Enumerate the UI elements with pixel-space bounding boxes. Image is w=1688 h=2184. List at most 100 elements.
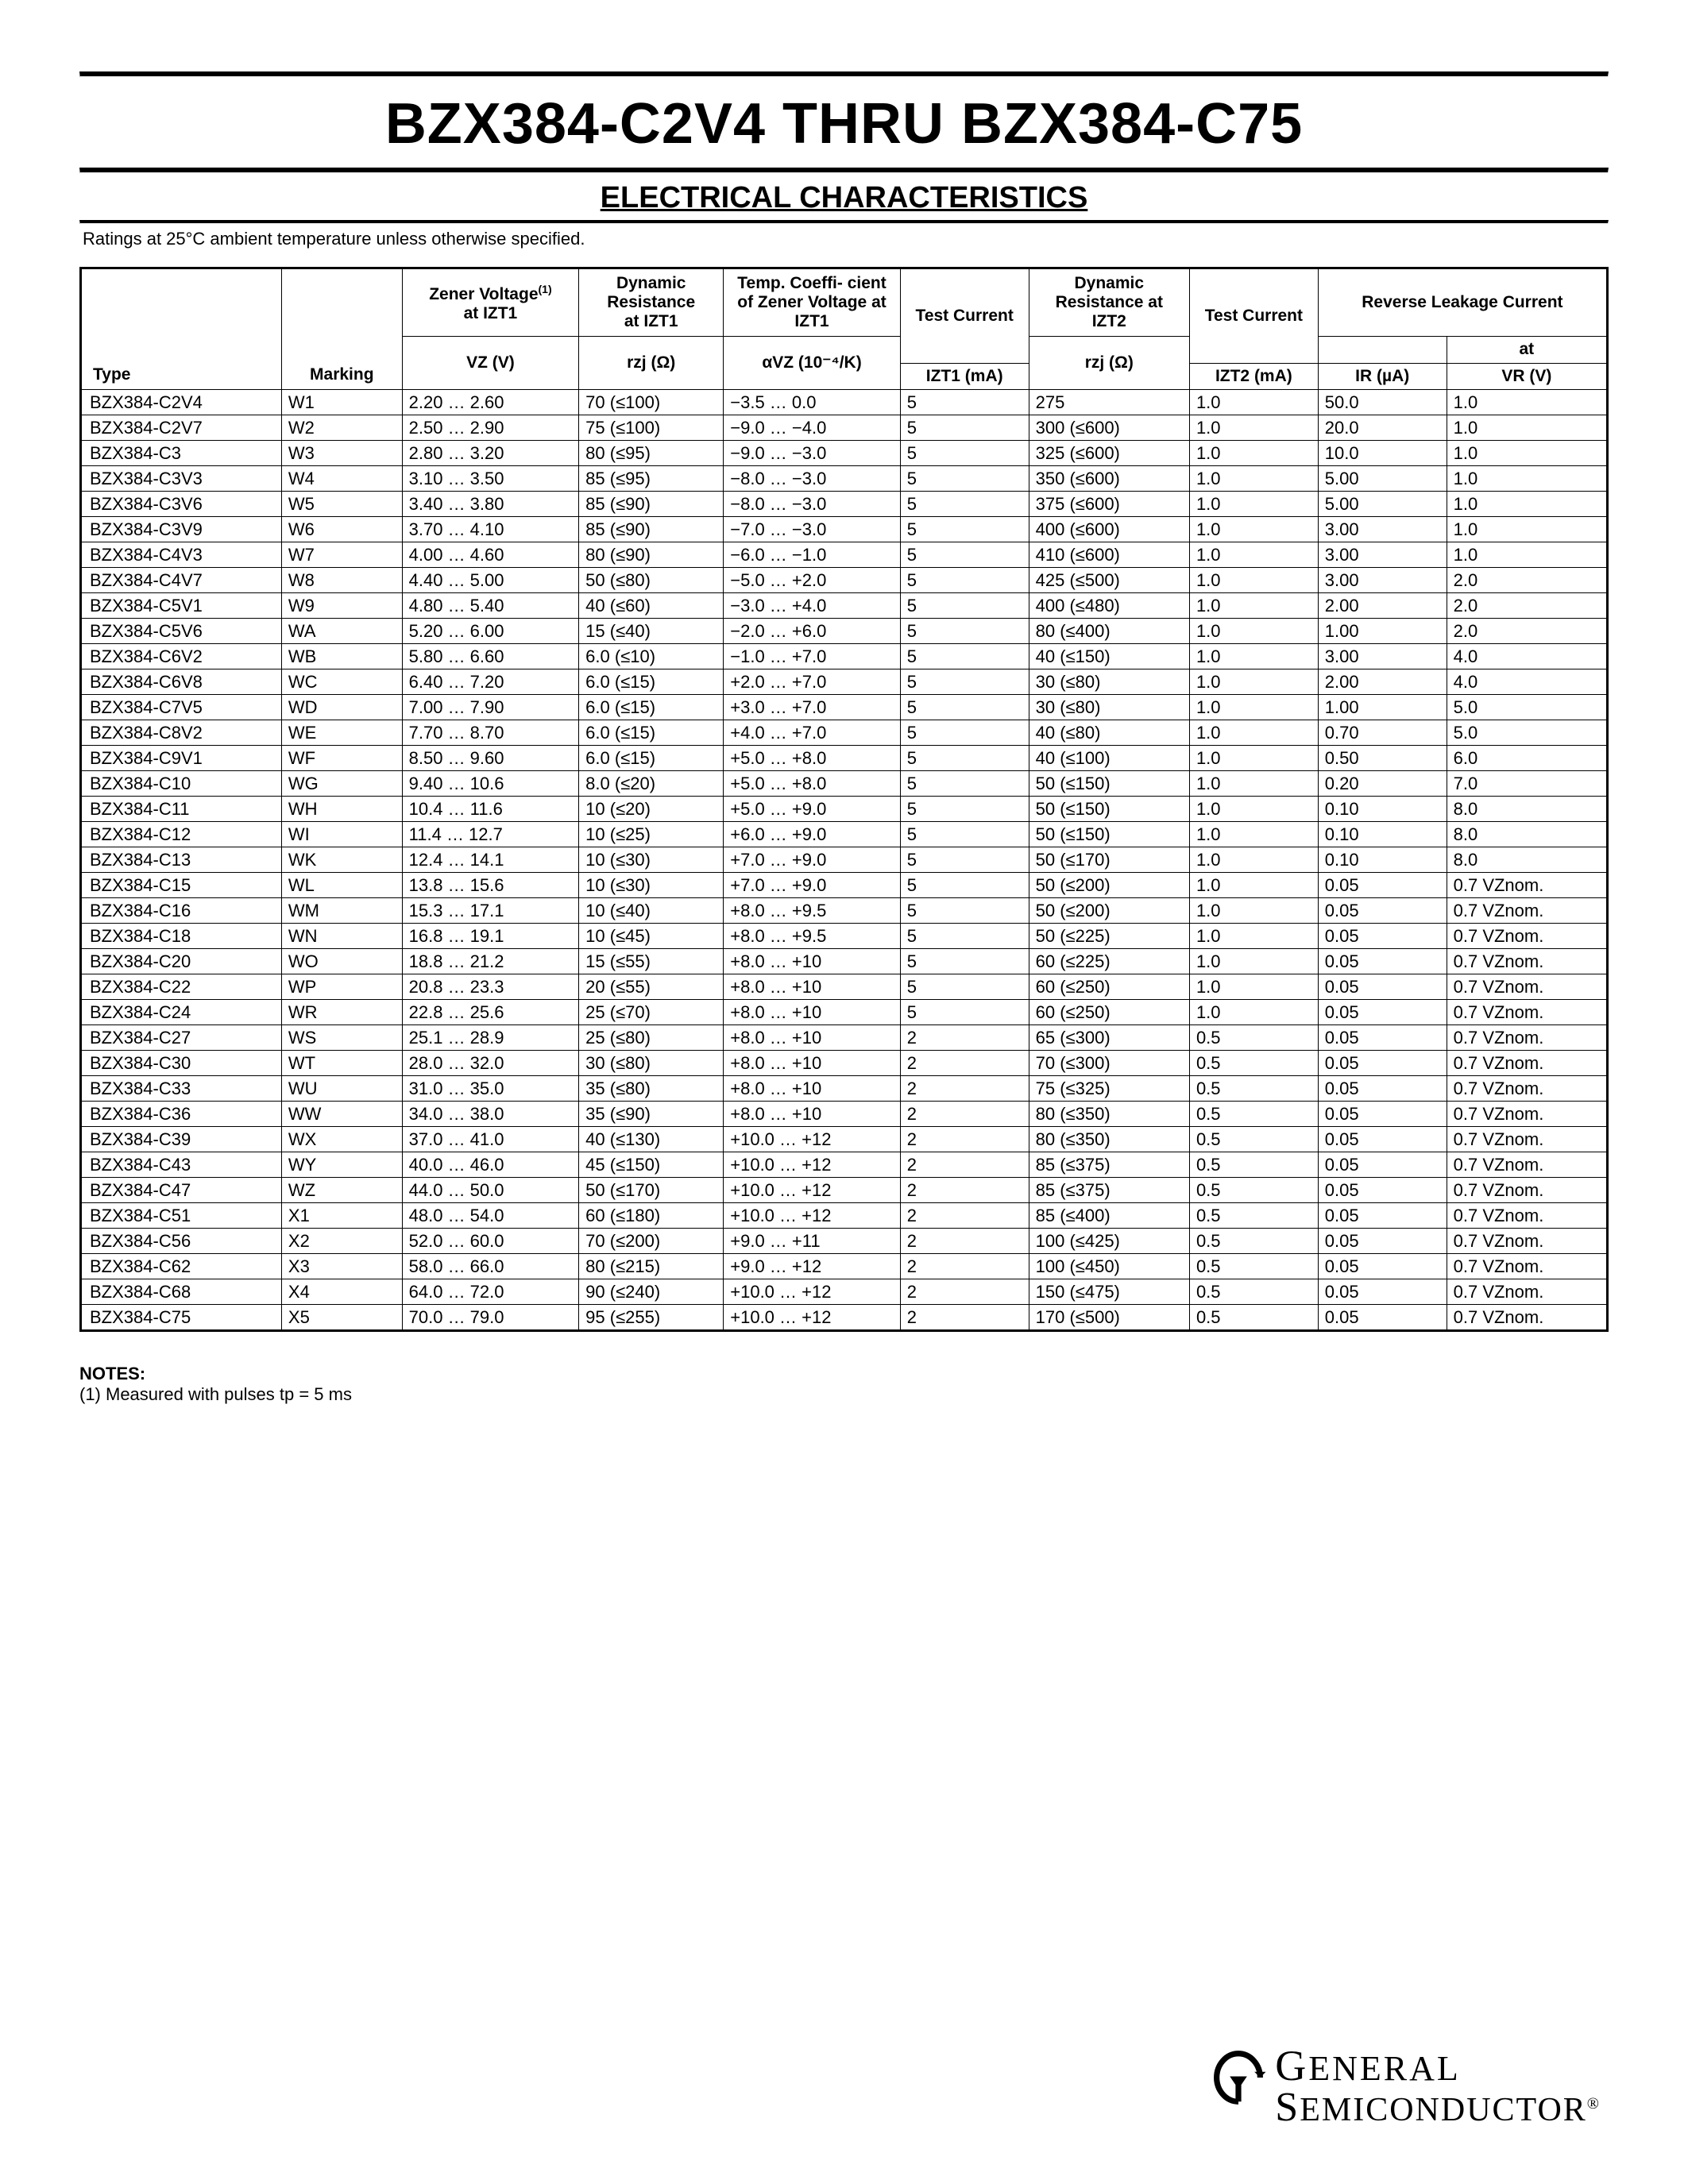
table-cell: 50 (≤200) <box>1029 872 1189 897</box>
table-cell: 0.7 VZnom. <box>1447 1304 1607 1330</box>
table-cell: 4.00 … 4.60 <box>402 542 579 567</box>
table-row: BZX384-C51X148.0 … 54.060 (≤180)+10.0 … … <box>81 1202 1608 1228</box>
table-cell: 1.0 <box>1447 465 1607 491</box>
table-cell: +5.0 … +9.0 <box>724 796 901 821</box>
table-cell: BZX384-C4V7 <box>81 567 282 592</box>
table-cell: 100 (≤450) <box>1029 1253 1189 1279</box>
table-cell: W3 <box>281 440 402 465</box>
table-cell: 2.0 <box>1447 592 1607 618</box>
table-cell: −6.0 … −1.0 <box>724 542 901 567</box>
table-cell: 3.10 … 3.50 <box>402 465 579 491</box>
table-cell: 2 <box>900 1075 1029 1101</box>
table-cell: 5.0 <box>1447 720 1607 745</box>
table-row: BZX384-C24WR22.8 … 25.625 (≤70)+8.0 … +1… <box>81 999 1608 1024</box>
table-cell: 5 <box>900 643 1029 669</box>
table-cell: 1.0 <box>1189 720 1318 745</box>
table-cell: BZX384-C6V8 <box>81 669 282 694</box>
table-cell: BZX384-C75 <box>81 1304 282 1330</box>
table-cell: 50 (≤150) <box>1029 796 1189 821</box>
table-cell: WM <box>281 897 402 923</box>
col-rlc-at: at <box>1447 337 1607 363</box>
table-cell: 1.00 <box>1318 694 1447 720</box>
table-cell: +8.0 … +10 <box>724 1101 901 1126</box>
table-cell: 0.7 VZnom. <box>1447 1253 1607 1279</box>
table-cell: 35 (≤80) <box>579 1075 724 1101</box>
table-cell: 0.5 <box>1189 1177 1318 1202</box>
table-cell: 1.0 <box>1447 389 1607 415</box>
table-cell: 275 <box>1029 389 1189 415</box>
table-cell: 10 (≤45) <box>579 923 724 948</box>
table-cell: 3.00 <box>1318 542 1447 567</box>
table-cell: 37.0 … 41.0 <box>402 1126 579 1152</box>
table-cell: −5.0 … +2.0 <box>724 567 901 592</box>
table-cell: 75 (≤325) <box>1029 1075 1189 1101</box>
table-cell: W9 <box>281 592 402 618</box>
table-cell: +8.0 … +9.5 <box>724 897 901 923</box>
table-cell: 5 <box>900 796 1029 821</box>
table-cell: 5 <box>900 897 1029 923</box>
table-cell: 30 (≤80) <box>1029 694 1189 720</box>
table-cell: 3.40 … 3.80 <box>402 491 579 516</box>
table-cell: 0.05 <box>1318 974 1447 999</box>
table-row: BZX384-C3W32.80 … 3.2080 (≤95)−9.0 … −3.… <box>81 440 1608 465</box>
col-avz-top: Temp. Coeffi- cient of Zener Voltage atI… <box>724 268 901 337</box>
title-rule-top <box>79 71 1609 77</box>
table-cell: 95 (≤255) <box>579 1304 724 1330</box>
table-cell: 0.05 <box>1318 999 1447 1024</box>
table-cell: 13.8 … 15.6 <box>402 872 579 897</box>
table-cell: 0.05 <box>1318 1075 1447 1101</box>
table-cell: BZX384-C62 <box>81 1253 282 1279</box>
table-cell: BZX384-C18 <box>81 923 282 948</box>
table-cell: 2 <box>900 1279 1029 1304</box>
table-cell: WD <box>281 694 402 720</box>
table-cell: WH <box>281 796 402 821</box>
table-row: BZX384-C4V3W74.00 … 4.6080 (≤90)−6.0 … −… <box>81 542 1608 567</box>
table-cell: +8.0 … +10 <box>724 948 901 974</box>
table-cell: BZX384-C68 <box>81 1279 282 1304</box>
table-cell: 0.7 VZnom. <box>1447 1050 1607 1075</box>
table-cell: BZX384-C13 <box>81 847 282 872</box>
table-cell: WY <box>281 1152 402 1177</box>
table-row: BZX384-C30WT28.0 … 32.030 (≤80)+8.0 … +1… <box>81 1050 1608 1075</box>
table-cell: WX <box>281 1126 402 1152</box>
table-cell: WE <box>281 720 402 745</box>
table-cell: 60 (≤250) <box>1029 974 1189 999</box>
table-cell: 0.10 <box>1318 847 1447 872</box>
table-cell: 0.20 <box>1318 770 1447 796</box>
table-cell: 410 (≤600) <box>1029 542 1189 567</box>
table-cell: 2.0 <box>1447 567 1607 592</box>
table-cell: 1.0 <box>1189 847 1318 872</box>
table-cell: 1.0 <box>1189 694 1318 720</box>
table-cell: 0.05 <box>1318 1279 1447 1304</box>
table-cell: 80 (≤350) <box>1029 1126 1189 1152</box>
table-cell: WB <box>281 643 402 669</box>
table-cell: 1.0 <box>1189 923 1318 948</box>
table-row: BZX384-C4V7W84.40 … 5.0050 (≤80)−5.0 … +… <box>81 567 1608 592</box>
table-cell: 60 (≤225) <box>1029 948 1189 974</box>
table-cell: 5.80 … 6.60 <box>402 643 579 669</box>
table-cell: 10 (≤30) <box>579 872 724 897</box>
table-cell: BZX384-C6V2 <box>81 643 282 669</box>
table-cell: 0.5 <box>1189 1152 1318 1177</box>
table-cell: BZX384-C4V3 <box>81 542 282 567</box>
table-cell: 40 (≤130) <box>579 1126 724 1152</box>
table-cell: 1.0 <box>1189 567 1318 592</box>
table-cell: 15.3 … 17.1 <box>402 897 579 923</box>
table-cell: 40 (≤80) <box>1029 720 1189 745</box>
table-cell: 85 (≤375) <box>1029 1177 1189 1202</box>
table-cell: X1 <box>281 1202 402 1228</box>
table-cell: 5 <box>900 923 1029 948</box>
table-cell: 0.05 <box>1318 948 1447 974</box>
table-cell: 0.05 <box>1318 1253 1447 1279</box>
ratings-note: Ratings at 25°C ambient temperature unle… <box>79 224 1609 267</box>
table-cell: 34.0 … 38.0 <box>402 1101 579 1126</box>
table-cell: 6.0 (≤10) <box>579 643 724 669</box>
table-cell: X2 <box>281 1228 402 1253</box>
table-cell: +8.0 … +10 <box>724 1075 901 1101</box>
table-cell: 0.05 <box>1318 1177 1447 1202</box>
table-cell: 4.80 … 5.40 <box>402 592 579 618</box>
table-cell: −9.0 … −4.0 <box>724 415 901 440</box>
table-cell: 70 (≤300) <box>1029 1050 1189 1075</box>
table-row: BZX384-C3V3W43.10 … 3.5085 (≤95)−8.0 … −… <box>81 465 1608 491</box>
table-cell: −8.0 … −3.0 <box>724 491 901 516</box>
